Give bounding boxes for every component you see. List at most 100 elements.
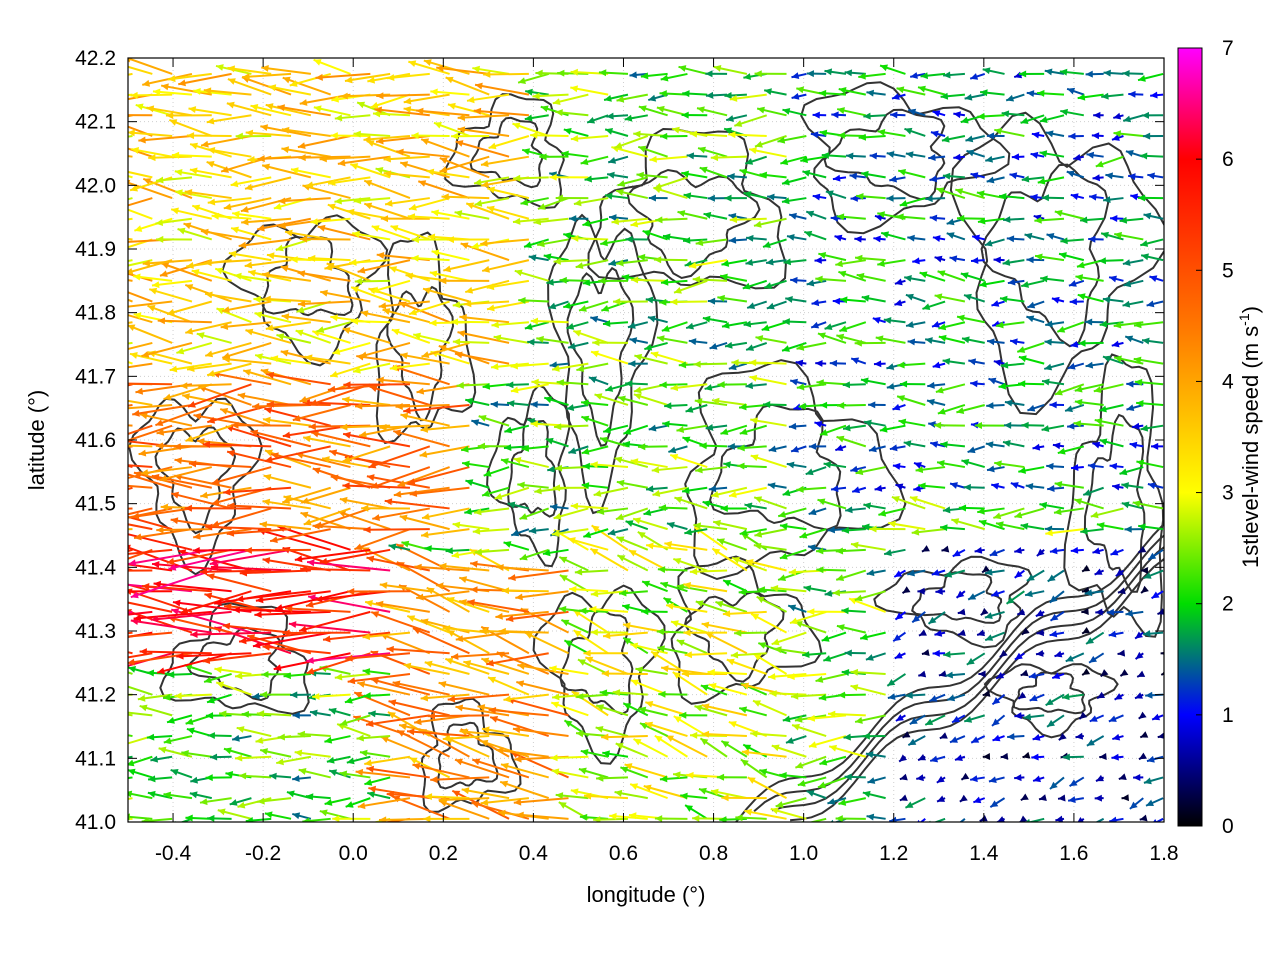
wind-arrow xyxy=(907,569,926,577)
wind-arrow xyxy=(891,496,926,510)
wind-arrow xyxy=(128,424,173,442)
wind-arrow xyxy=(290,256,331,264)
wind-arrow xyxy=(842,381,866,389)
wind-arrow xyxy=(832,174,847,182)
wind-arrow xyxy=(487,186,530,200)
wind-arrow xyxy=(1085,361,1104,369)
wind-arrow xyxy=(1017,691,1027,700)
wind-arrow xyxy=(266,400,331,408)
wind-arrow xyxy=(180,382,232,390)
wind-arrow xyxy=(685,404,708,413)
wind-arrow xyxy=(166,714,193,724)
wind-arrow xyxy=(350,286,391,303)
wind-arrow xyxy=(299,235,351,243)
wind-arrow xyxy=(128,65,153,75)
wind-arrow xyxy=(250,103,292,117)
wind-arrow xyxy=(1143,569,1164,580)
wind-arrow xyxy=(1032,734,1045,741)
wind-arrow xyxy=(350,317,391,325)
wind-arrow xyxy=(837,691,866,699)
wind-arrow xyxy=(297,135,351,150)
wind-arrow xyxy=(645,485,668,493)
wind-arrow xyxy=(664,540,708,551)
wind-arrow xyxy=(598,69,629,77)
wind-arrow xyxy=(673,557,708,572)
wind-arrow xyxy=(811,299,827,307)
wind-arrow xyxy=(159,259,213,277)
wind-arrow xyxy=(592,339,628,347)
wind-arrow xyxy=(180,590,252,614)
wind-arrow xyxy=(459,314,510,324)
wind-arrow xyxy=(645,701,688,717)
wind-arrow xyxy=(1046,462,1065,470)
wind-arrow xyxy=(867,776,886,784)
wind-arrow xyxy=(638,105,668,117)
wind-arrow xyxy=(264,445,331,463)
wind-arrow xyxy=(349,258,391,266)
wind-arrow xyxy=(1014,546,1025,554)
wind-arrow xyxy=(907,338,926,346)
wind-arrow xyxy=(818,251,847,262)
wind-arrow xyxy=(959,794,968,803)
wind-arrow xyxy=(295,329,332,344)
y-tick-label: 41.2 xyxy=(75,684,116,707)
wind-arrow xyxy=(281,126,331,137)
wind-arrow xyxy=(441,193,490,201)
wind-arrow xyxy=(754,70,787,78)
wind-arrow xyxy=(850,541,886,551)
y-axis-ticks: 41.041.141.241.341.441.541.641.741.841.9… xyxy=(75,47,1164,834)
wind-arrow xyxy=(174,189,212,200)
wind-arrow xyxy=(298,610,371,633)
wind-arrow xyxy=(512,217,549,225)
wind-arrow xyxy=(984,631,1005,642)
wind-arrow xyxy=(138,134,193,144)
colorbar-title-main: 1stlevel-wind speed (m s xyxy=(1238,326,1263,568)
wind-arrow xyxy=(1000,752,1009,760)
wind-arrow xyxy=(211,466,272,485)
wind-arrow xyxy=(994,460,1025,469)
wind-arrow xyxy=(625,235,648,243)
wind-arrow xyxy=(292,404,351,422)
wind-arrow xyxy=(472,65,510,75)
wind-arrow xyxy=(915,466,946,474)
wind-arrow xyxy=(710,154,747,162)
wind-arrow xyxy=(988,377,1005,386)
wind-arrow xyxy=(932,235,946,242)
wind-arrow xyxy=(151,561,232,572)
wind-arrow xyxy=(1026,315,1045,324)
wind-arrow xyxy=(676,639,708,655)
wind-arrow xyxy=(221,341,272,360)
wind-arrow xyxy=(281,313,331,324)
wind-arrow xyxy=(454,758,510,779)
wind-arrow xyxy=(1133,774,1144,781)
colorbar-tick-label: 4 xyxy=(1222,370,1234,393)
wind-arrow xyxy=(234,754,272,762)
wind-arrow xyxy=(637,145,668,158)
wind-arrow xyxy=(1121,501,1144,510)
wind-arrow xyxy=(657,566,688,574)
wind-arrow xyxy=(352,362,391,374)
wind-arrow xyxy=(841,526,866,534)
wind-arrow xyxy=(779,548,807,560)
wind-arrow xyxy=(524,631,569,655)
wind-arrow xyxy=(1047,485,1065,492)
wind-arrow xyxy=(378,816,430,822)
wind-arrow xyxy=(595,704,629,717)
contour-line xyxy=(469,116,544,189)
wind-arrow xyxy=(936,795,946,803)
wind-arrow xyxy=(745,382,767,390)
wind-arrow xyxy=(217,808,252,820)
wind-arrow xyxy=(747,776,788,800)
wind-arrow xyxy=(481,259,530,273)
wind-arrow xyxy=(850,465,867,473)
wind-arrow xyxy=(384,197,430,207)
wind-arrow xyxy=(717,381,747,389)
wind-arrow xyxy=(763,279,787,289)
wind-arrow xyxy=(319,155,371,163)
wind-arrow xyxy=(928,817,946,822)
wind-arrow xyxy=(1150,442,1164,450)
wind-arrow xyxy=(739,528,767,537)
wind-arrow xyxy=(601,300,629,312)
wind-arrow xyxy=(1129,441,1144,449)
wind-arrow xyxy=(779,771,807,779)
